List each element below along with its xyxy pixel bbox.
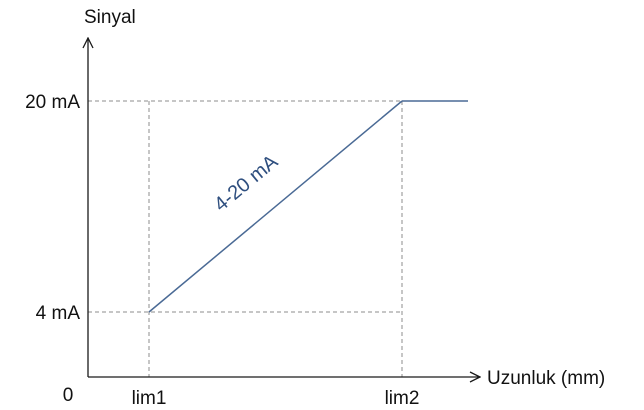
x-tick-label-lim2: lim2 [385,388,420,409]
x-axis-title: Uzunluk (mm) [487,368,605,389]
y-tick-label-20ma: 20 mA [25,92,80,113]
origin-label: 0 [63,385,74,406]
series-line-ramp [148,100,403,313]
x-tick-label-lim1: lim1 [132,388,167,409]
y-tick-label-4ma: 4 mA [36,303,81,324]
y-axis-title: Sinyal [84,7,136,28]
series-label: 4-20 mA [210,150,283,216]
